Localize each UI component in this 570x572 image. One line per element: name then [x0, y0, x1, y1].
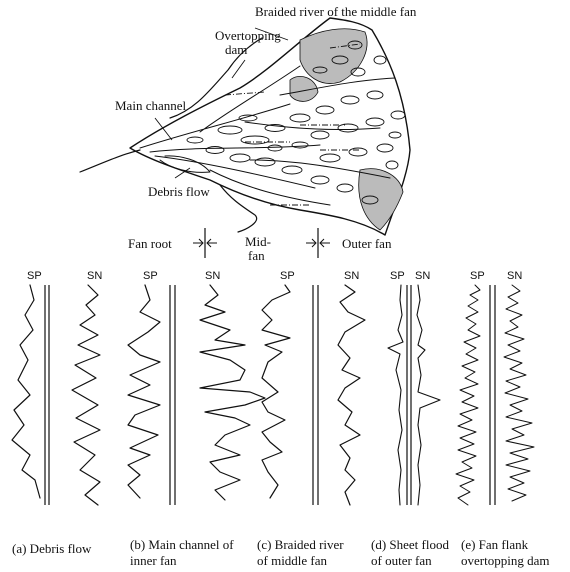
debris-flow-label: Debris flow	[148, 184, 210, 199]
caption-b-line1: (b) Main channel of	[130, 537, 234, 552]
sn-curve-a	[71, 284, 101, 506]
debris-lobe	[159, 155, 211, 173]
upper-incoming-line	[169, 37, 263, 119]
section-lines	[224, 43, 361, 206]
fan-root-label: Fan root	[128, 236, 172, 251]
stipple-zone-south	[358, 168, 404, 231]
log-headers: SP SN SP SN SP SN SP SN SP SN	[27, 270, 522, 282]
gravel-bars	[186, 40, 406, 205]
fan-zone-divider: Fan root Mid- fan Outer fan	[128, 228, 392, 263]
log-header-b-sn: SN	[205, 270, 220, 282]
zone-arrow-2	[206, 238, 217, 248]
log-header-c-sp: SP	[280, 270, 295, 282]
log-header-a-sp: SP	[27, 270, 42, 282]
caption-a-line1: (a) Debris flow	[12, 541, 92, 556]
overtopping-dam-label-2: dam	[225, 42, 247, 57]
sn-curve-b	[199, 284, 266, 501]
stipple-zone-mid	[289, 76, 319, 102]
log-header-d-sp: SP	[390, 270, 405, 282]
log-header-a-sn: SN	[87, 270, 102, 282]
zone-arrow-1	[193, 238, 204, 248]
sn-curve-e	[503, 284, 535, 502]
label-leaders	[154, 27, 289, 179]
log-header-d-sn: SN	[415, 270, 430, 282]
mid-fan-label-2: fan	[248, 248, 265, 263]
well-logs	[11, 284, 535, 506]
sp-curve-d	[387, 284, 404, 506]
caption-c-line1: (c) Braided river	[257, 537, 344, 552]
stipple-zone-north	[299, 28, 368, 84]
main-channel-line	[79, 149, 141, 173]
sp-curve-a	[11, 284, 41, 499]
braided-river-label: Braided river of the middle fan	[255, 4, 417, 19]
caption-b-line2: inner fan	[130, 553, 177, 568]
sp-curve-c	[261, 284, 291, 499]
caption-c-line2: of middle fan	[257, 553, 328, 568]
zone-arrow-4	[319, 238, 330, 248]
caption-e-line2: overtopping dam	[461, 553, 549, 568]
log-header-e-sn: SN	[507, 270, 522, 282]
alluvial-fan-map: Braided river of the middle fan Overtopp…	[79, 4, 417, 236]
main-channel-label: Main channel	[115, 98, 187, 113]
log-header-e-sp: SP	[470, 270, 485, 282]
sp-curve-e	[455, 284, 481, 506]
fan-outline	[129, 17, 411, 236]
lower-edge-line	[219, 184, 258, 233]
overtopping-dam-label-1: Overtopping	[215, 28, 281, 43]
mid-fan-label-1: Mid-	[245, 234, 271, 249]
flow-branches	[139, 65, 396, 206]
caption-e-line1: (e) Fan flank	[461, 537, 529, 552]
zone-arrow-3	[306, 238, 317, 248]
caption-d-line2: of outer fan	[371, 553, 432, 568]
log-header-b-sp: SP	[143, 270, 158, 282]
outer-fan-label: Outer fan	[342, 236, 392, 251]
sn-curve-d	[416, 284, 441, 506]
sp-curve-b	[127, 284, 161, 499]
caption-d-line1: (d) Sheet flood	[371, 537, 449, 552]
captions: (a) Debris flow (b) Main channel of inne…	[12, 537, 549, 568]
log-header-c-sn: SN	[344, 270, 359, 282]
sn-curve-c	[337, 284, 366, 506]
